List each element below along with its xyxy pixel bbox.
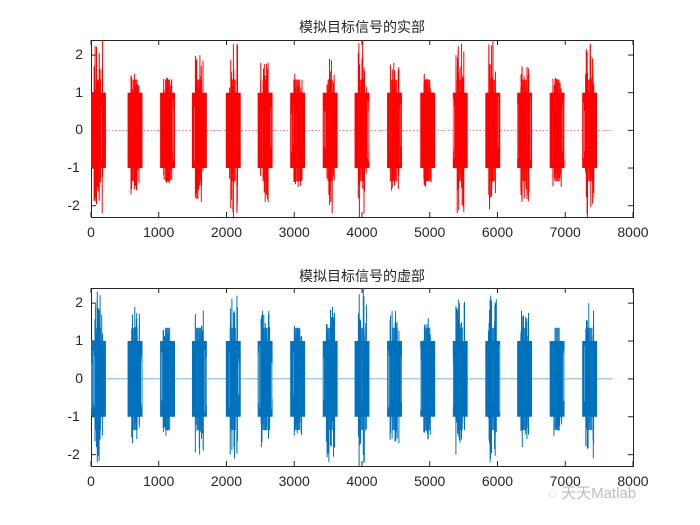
x-tick-label: 1000 [143, 224, 175, 240]
signal-burst [452, 43, 468, 214]
y-tick-label: 2 [75, 294, 83, 311]
signal-burst [517, 310, 533, 448]
signal-burst [387, 62, 402, 191]
y-tick-label: -2 [67, 196, 80, 213]
signal-burst [91, 291, 106, 463]
x-tick-label: 7000 [549, 224, 581, 240]
signal-burst [354, 288, 370, 466]
x-tick-label: 8000 [617, 473, 649, 489]
x-tick-label: 1000 [143, 473, 175, 489]
signal-burst [290, 73, 306, 187]
y-tick-label: 1 [75, 83, 83, 100]
bottom-chart-title: 模拟目标信号的虚部 [299, 269, 425, 285]
x-tick-label: 3000 [278, 224, 310, 240]
x-tick-label: 0 [87, 473, 95, 489]
signal-burst [517, 66, 533, 202]
signal-burst [549, 77, 565, 187]
signal-burst [582, 43, 598, 217]
x-tick-label: 5000 [414, 224, 446, 240]
y-tick-label: -2 [67, 445, 80, 462]
x-tick-label: 2000 [210, 473, 243, 489]
signal-burst [420, 318, 436, 440]
signal-burst [160, 77, 176, 184]
watermark-text: 天天Matlab [561, 485, 637, 502]
signal-burst [322, 306, 338, 463]
x-tick-label: 3000 [278, 473, 310, 489]
signal-burst [257, 310, 273, 448]
signal-burst [191, 55, 207, 202]
y-tick-label: 0 [75, 369, 83, 386]
signal-burst [257, 62, 273, 202]
wechat-icon: ◌ [548, 485, 562, 502]
x-tick-label: 4000 [346, 473, 378, 489]
signal-burst [91, 40, 106, 214]
x-tick-label: 5000 [414, 473, 446, 489]
signal-burst [549, 327, 565, 436]
x-tick-label: 0 [87, 224, 95, 240]
signal-burst [160, 327, 176, 436]
signal-burst [290, 325, 306, 436]
signal-burst [354, 40, 370, 217]
signal-burst [127, 306, 143, 444]
y-tick-label: 1 [75, 332, 83, 349]
x-tick-label: 4000 [346, 224, 378, 240]
watermark: ◌ 天天Matlab [548, 482, 636, 503]
signal-burst [322, 58, 338, 214]
signal-burst [387, 310, 402, 444]
signal-burst [485, 40, 501, 210]
y-tick-label: -1 [67, 407, 80, 424]
x-tick-label: 6000 [481, 473, 514, 489]
x-tick-label: 2000 [210, 224, 243, 240]
top-chart-title: 模拟目标信号的实部 [299, 20, 425, 36]
signal-burst [127, 73, 143, 195]
y-tick-label: -1 [67, 159, 80, 176]
x-tick-label: 7000 [549, 473, 581, 489]
signal-burst [452, 299, 468, 455]
y-tick-label: 0 [75, 121, 83, 138]
signal-burst [225, 295, 241, 459]
signal-burst [485, 295, 501, 463]
signal-burst [420, 73, 436, 187]
signal-burst [191, 310, 207, 455]
signal-burst [225, 43, 241, 217]
y-tick-label: 2 [75, 46, 83, 63]
x-tick-label: 6000 [481, 224, 514, 240]
signal-burst [582, 303, 598, 459]
x-tick-label: 8000 [617, 224, 649, 240]
